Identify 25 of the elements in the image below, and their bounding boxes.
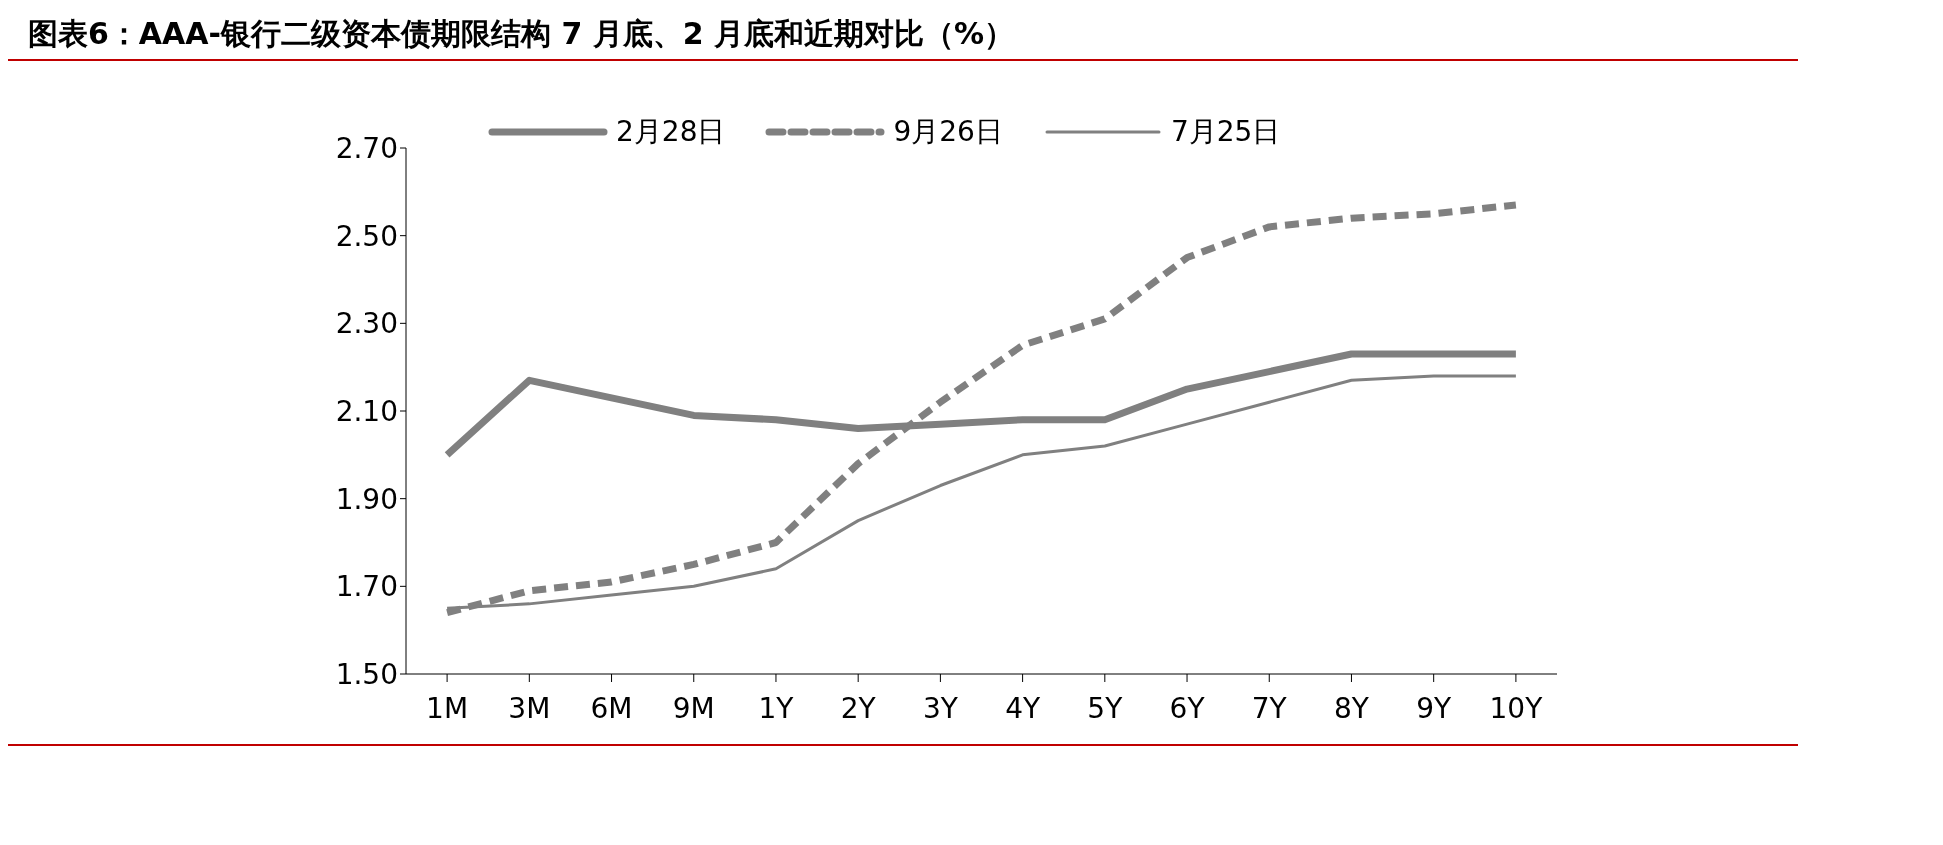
x-tick-label: 9M <box>672 691 715 725</box>
y-tick-label: 2.70 <box>335 131 398 165</box>
legend-label: 9月26日 <box>893 114 1003 150</box>
y-tick-label: 2.50 <box>335 219 398 253</box>
chart-title: 图表6：AAA-银行二级资本债期限结构 7 月底、2 月底和近期对比（%） <box>27 15 1016 53</box>
x-tick-label: 9Y <box>1416 691 1453 725</box>
legend-label: 7月25日 <box>1170 114 1281 150</box>
x-tick-label: 6M <box>590 691 633 725</box>
x-tick-label: 4Y <box>1005 691 1041 725</box>
x-tick-label: 5Y <box>1087 691 1124 725</box>
x-tick-label: 3M <box>508 691 551 725</box>
x-tick-label: 2Y <box>840 691 877 725</box>
x-tick-label: 6Y <box>1169 691 1206 725</box>
x-tick-label: 10Y <box>1489 691 1544 725</box>
y-tick-label: 1.50 <box>335 657 398 691</box>
x-tick-label: 7Y <box>1251 691 1288 725</box>
y-tick-label: 1.70 <box>335 570 398 604</box>
x-tick-label: 1M <box>426 691 469 725</box>
x-tick-label: 1Y <box>758 691 795 725</box>
legend-label: 2月28日 <box>616 114 726 150</box>
y-tick-label: 1.90 <box>335 482 398 516</box>
y-tick-label: 2.10 <box>335 394 398 428</box>
x-tick-label: 3Y <box>922 691 959 725</box>
y-tick-label: 2.30 <box>335 307 398 341</box>
x-tick-label: 8Y <box>1334 691 1370 725</box>
